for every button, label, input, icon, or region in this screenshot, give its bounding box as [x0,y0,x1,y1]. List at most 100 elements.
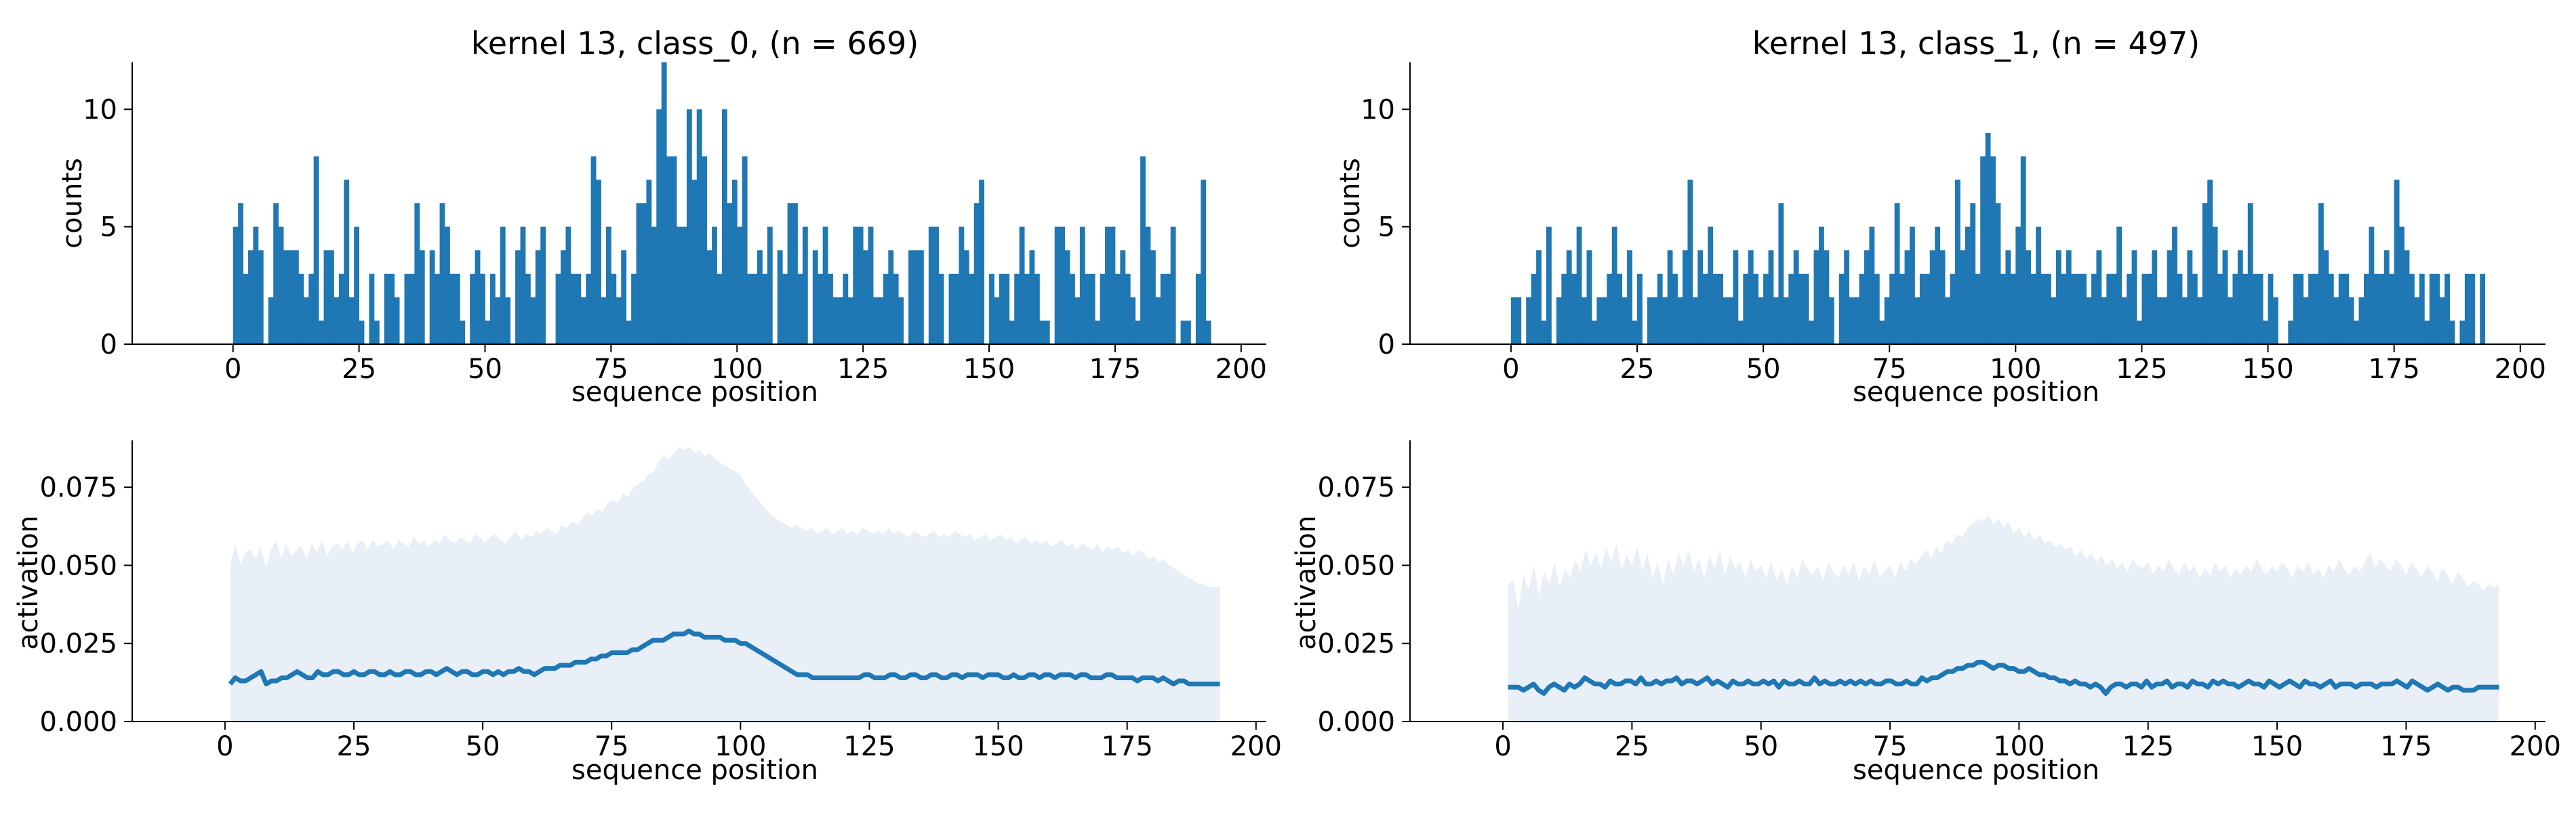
bar [1079,226,1085,344]
bar [1980,156,1986,345]
x-tick-label: 200 [1215,354,1267,385]
bar [2081,274,2087,344]
bar [2036,226,2041,344]
bar [1894,203,1900,344]
bar [1683,250,1688,344]
bar [828,274,833,344]
bar [1697,250,1704,344]
bar [1009,320,1015,344]
bar [1687,180,1693,344]
bar [893,274,899,344]
bar [1718,274,1723,344]
y-tick-label: 0.050 [1317,550,1395,581]
bar [2086,297,2092,344]
bar [1824,250,1830,344]
bar [1516,297,1522,344]
bar [1702,274,1708,344]
bar [525,274,531,344]
y-tick-label: 0.050 [39,550,117,581]
bar [565,226,571,344]
bar [1743,274,1749,344]
bar [258,250,264,344]
bar [1899,274,1905,344]
x-tick-label: 0 [224,354,241,385]
bar [651,226,657,344]
bar [394,297,400,344]
bar [328,250,334,344]
bar [1970,203,1976,344]
panel-title: kernel 13, class_0, (n = 669) [471,25,919,62]
bar [2242,274,2249,344]
bar [1024,274,1030,344]
x-tick-label: 100 [715,731,766,762]
bar [2005,250,2011,344]
bar [2429,274,2435,344]
bar [1803,274,1809,344]
bar [419,250,425,344]
bar [812,250,818,344]
bar [480,274,485,344]
bar [878,297,884,344]
bar [686,109,692,344]
bar [409,274,415,344]
bar [2373,274,2379,344]
bar [818,274,824,344]
bar [2167,250,2173,344]
bar [1773,297,1779,344]
bar [2268,274,2274,344]
bar [2141,274,2148,344]
bar [641,203,647,344]
bar [2470,274,2476,344]
bar [2459,320,2466,344]
activation-range-band [1508,515,2499,722]
bar [677,226,682,344]
bar [1014,274,1020,344]
bar [1135,320,1141,344]
bar [1758,297,1764,344]
bar [359,320,365,344]
bar [666,156,672,345]
bar [1737,320,1744,344]
bar [2232,274,2238,344]
bar [1100,274,1106,344]
activation-panel-class-1: sequence position activation 0 25 50 75 100 1… [1291,440,2561,786]
y-tick-label: 5 [1378,212,1395,243]
bar [2061,274,2067,344]
bar [414,203,420,344]
bar [1652,297,1658,344]
bar [535,250,541,344]
bar [626,320,632,344]
bar [1925,274,1931,344]
x-tick-label: 175 [1089,354,1141,385]
bar [1793,250,1799,344]
bar [1150,250,1156,344]
bar [868,226,874,344]
bar [530,297,536,344]
bar [1611,226,1617,344]
bar [1571,274,1577,344]
bar [1667,250,1673,344]
bar [2066,250,2072,344]
bar [1874,274,1880,344]
bar [1546,226,1552,344]
bar [586,274,592,344]
bar [1869,226,1875,344]
bar [2192,274,2198,344]
bar [1647,297,1653,344]
histogram-panel-class-1: kernel 13, class_1, (n = 497) sequence p… [1335,25,2546,408]
bar [1723,297,1729,344]
mean-activation-line [228,628,1220,687]
bar [933,226,940,344]
bar [994,297,1000,344]
bar [1965,226,1971,344]
bar [1889,274,1895,344]
bar [1798,274,1805,344]
x-tick-label: 100 [1993,731,2045,762]
bar [515,250,521,344]
x-tick-label: 175 [2380,731,2432,762]
bar [2414,297,2420,344]
bar [1712,274,1718,344]
bar [873,297,879,344]
bar [1180,320,1186,344]
bar [2409,274,2415,344]
